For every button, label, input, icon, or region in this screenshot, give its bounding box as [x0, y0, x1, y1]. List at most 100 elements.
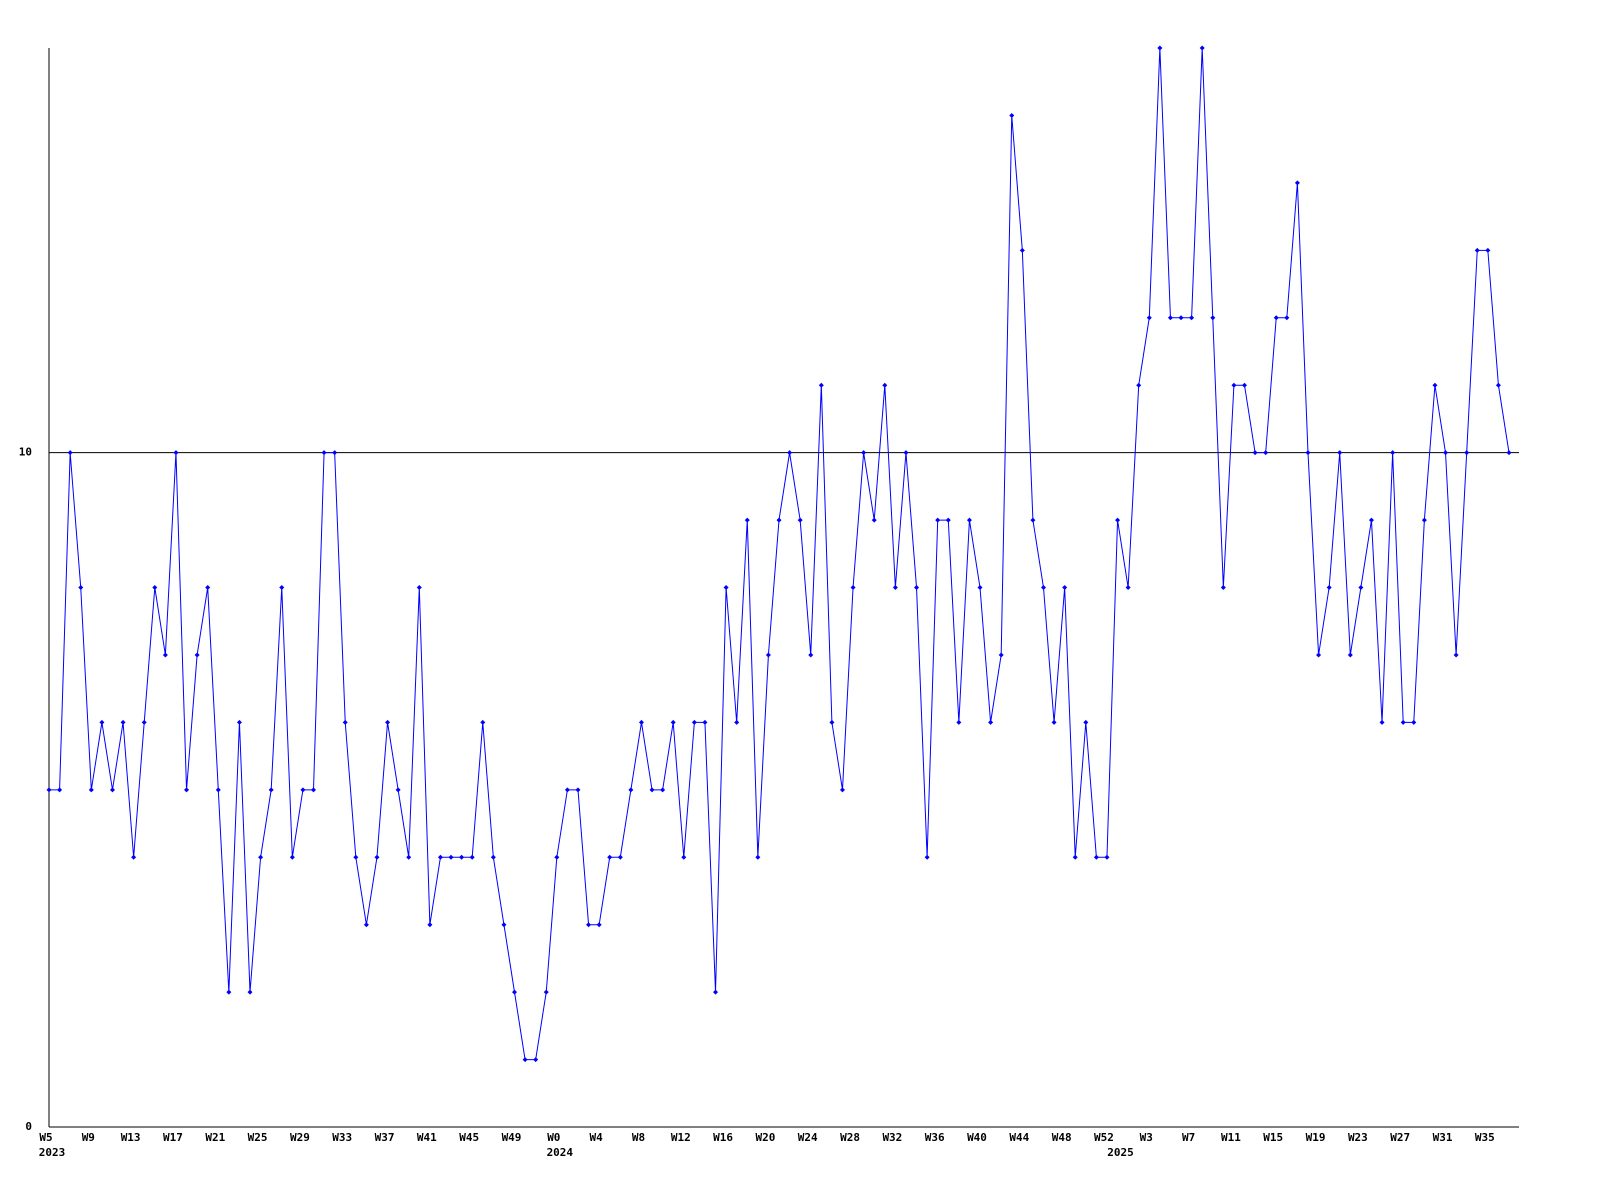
data-point — [490, 854, 496, 860]
data-point — [1263, 450, 1269, 456]
x-tick-label: W0 — [547, 1131, 560, 1144]
x-tick-label: W32 — [882, 1131, 902, 1144]
data-point — [988, 719, 994, 725]
data-point — [808, 652, 814, 658]
data-point — [480, 719, 486, 725]
x-tick-label: W31 — [1433, 1131, 1453, 1144]
data-point — [1273, 315, 1279, 321]
data-point — [1072, 854, 1078, 860]
data-point — [607, 854, 613, 860]
data-point — [871, 517, 877, 523]
data-point — [1062, 585, 1068, 590]
data-point — [406, 854, 412, 860]
data-point — [670, 719, 676, 725]
data-point — [1337, 450, 1343, 456]
x-tick-label: W19 — [1306, 1131, 1326, 1144]
data-point — [184, 787, 190, 793]
x-tick-label: W25 — [248, 1131, 268, 1144]
data-point — [1485, 247, 1491, 253]
data-point — [829, 719, 835, 725]
x-tick-label: W44 — [1009, 1131, 1029, 1144]
data-point — [1009, 112, 1015, 118]
data-point — [268, 787, 274, 793]
x-tick-label: W33 — [332, 1131, 352, 1144]
data-point — [744, 517, 750, 523]
x-tick-label: W21 — [205, 1131, 225, 1144]
year-label: 2024 — [547, 1146, 574, 1159]
data-point — [1316, 652, 1322, 658]
data-point — [448, 854, 454, 860]
data-point — [300, 787, 306, 793]
data-point — [575, 787, 581, 793]
data-point — [109, 787, 115, 793]
data-point — [1051, 719, 1057, 725]
data-point — [660, 787, 666, 793]
data-point — [702, 719, 708, 725]
x-tick-label: W17 — [163, 1131, 183, 1144]
data-point — [258, 854, 264, 860]
x-tick-label: W27 — [1390, 1131, 1410, 1144]
data-point — [1125, 585, 1131, 590]
x-tick-label: W45 — [459, 1131, 479, 1144]
x-tick-label: W28 — [840, 1131, 860, 1144]
data-point — [713, 989, 719, 995]
data-point — [152, 585, 158, 590]
x-tick-label: W3 — [1140, 1131, 1153, 1144]
data-point — [173, 450, 179, 456]
data-point — [1040, 585, 1046, 590]
x-tick-label: W4 — [590, 1131, 604, 1144]
data-point — [1199, 45, 1205, 51]
data-point — [99, 719, 105, 725]
data-point — [1210, 315, 1216, 321]
data-point — [1093, 854, 1099, 860]
data-point — [501, 922, 507, 928]
data-point — [787, 450, 793, 456]
data-point — [924, 854, 930, 860]
data-point — [998, 652, 1004, 658]
data-point — [1305, 450, 1311, 456]
data-point — [131, 854, 137, 860]
data-point — [945, 517, 951, 523]
data-point — [205, 585, 211, 590]
data-point — [1453, 652, 1459, 658]
data-point — [861, 450, 867, 456]
data-point — [215, 787, 221, 793]
data-point — [586, 922, 592, 928]
data-point — [279, 585, 285, 590]
data-point — [332, 450, 338, 456]
data-point — [1157, 45, 1163, 51]
y-tick-label: 0 — [25, 1120, 32, 1133]
data-point — [681, 854, 687, 860]
data-point — [236, 719, 242, 725]
x-tick-label: W7 — [1182, 1131, 1195, 1144]
data-point — [1242, 382, 1248, 388]
data-point — [1400, 719, 1406, 725]
data-point — [416, 585, 422, 590]
data-point — [1294, 180, 1300, 186]
data-point — [437, 854, 443, 860]
x-tick-label: W16 — [713, 1131, 733, 1144]
data-point — [1115, 517, 1121, 523]
data-point — [1368, 517, 1374, 523]
data-point — [385, 719, 391, 725]
data-point — [1464, 450, 1470, 456]
data-point — [342, 719, 348, 725]
data-line — [49, 47, 1510, 1061]
data-point — [512, 989, 518, 995]
x-tick-label: W20 — [755, 1131, 775, 1144]
data-point — [194, 652, 200, 658]
data-point — [1390, 450, 1396, 456]
data-point — [533, 1057, 539, 1063]
data-point — [1104, 854, 1110, 860]
data-point — [1326, 585, 1332, 590]
data-point — [850, 585, 856, 590]
data-point — [914, 585, 920, 590]
data-point — [1030, 517, 1036, 523]
data-point — [1178, 315, 1184, 321]
data-point — [1146, 315, 1152, 321]
data-point — [1220, 585, 1226, 590]
data-point — [1083, 719, 1089, 725]
data-point — [289, 854, 295, 860]
data-point — [564, 787, 570, 793]
